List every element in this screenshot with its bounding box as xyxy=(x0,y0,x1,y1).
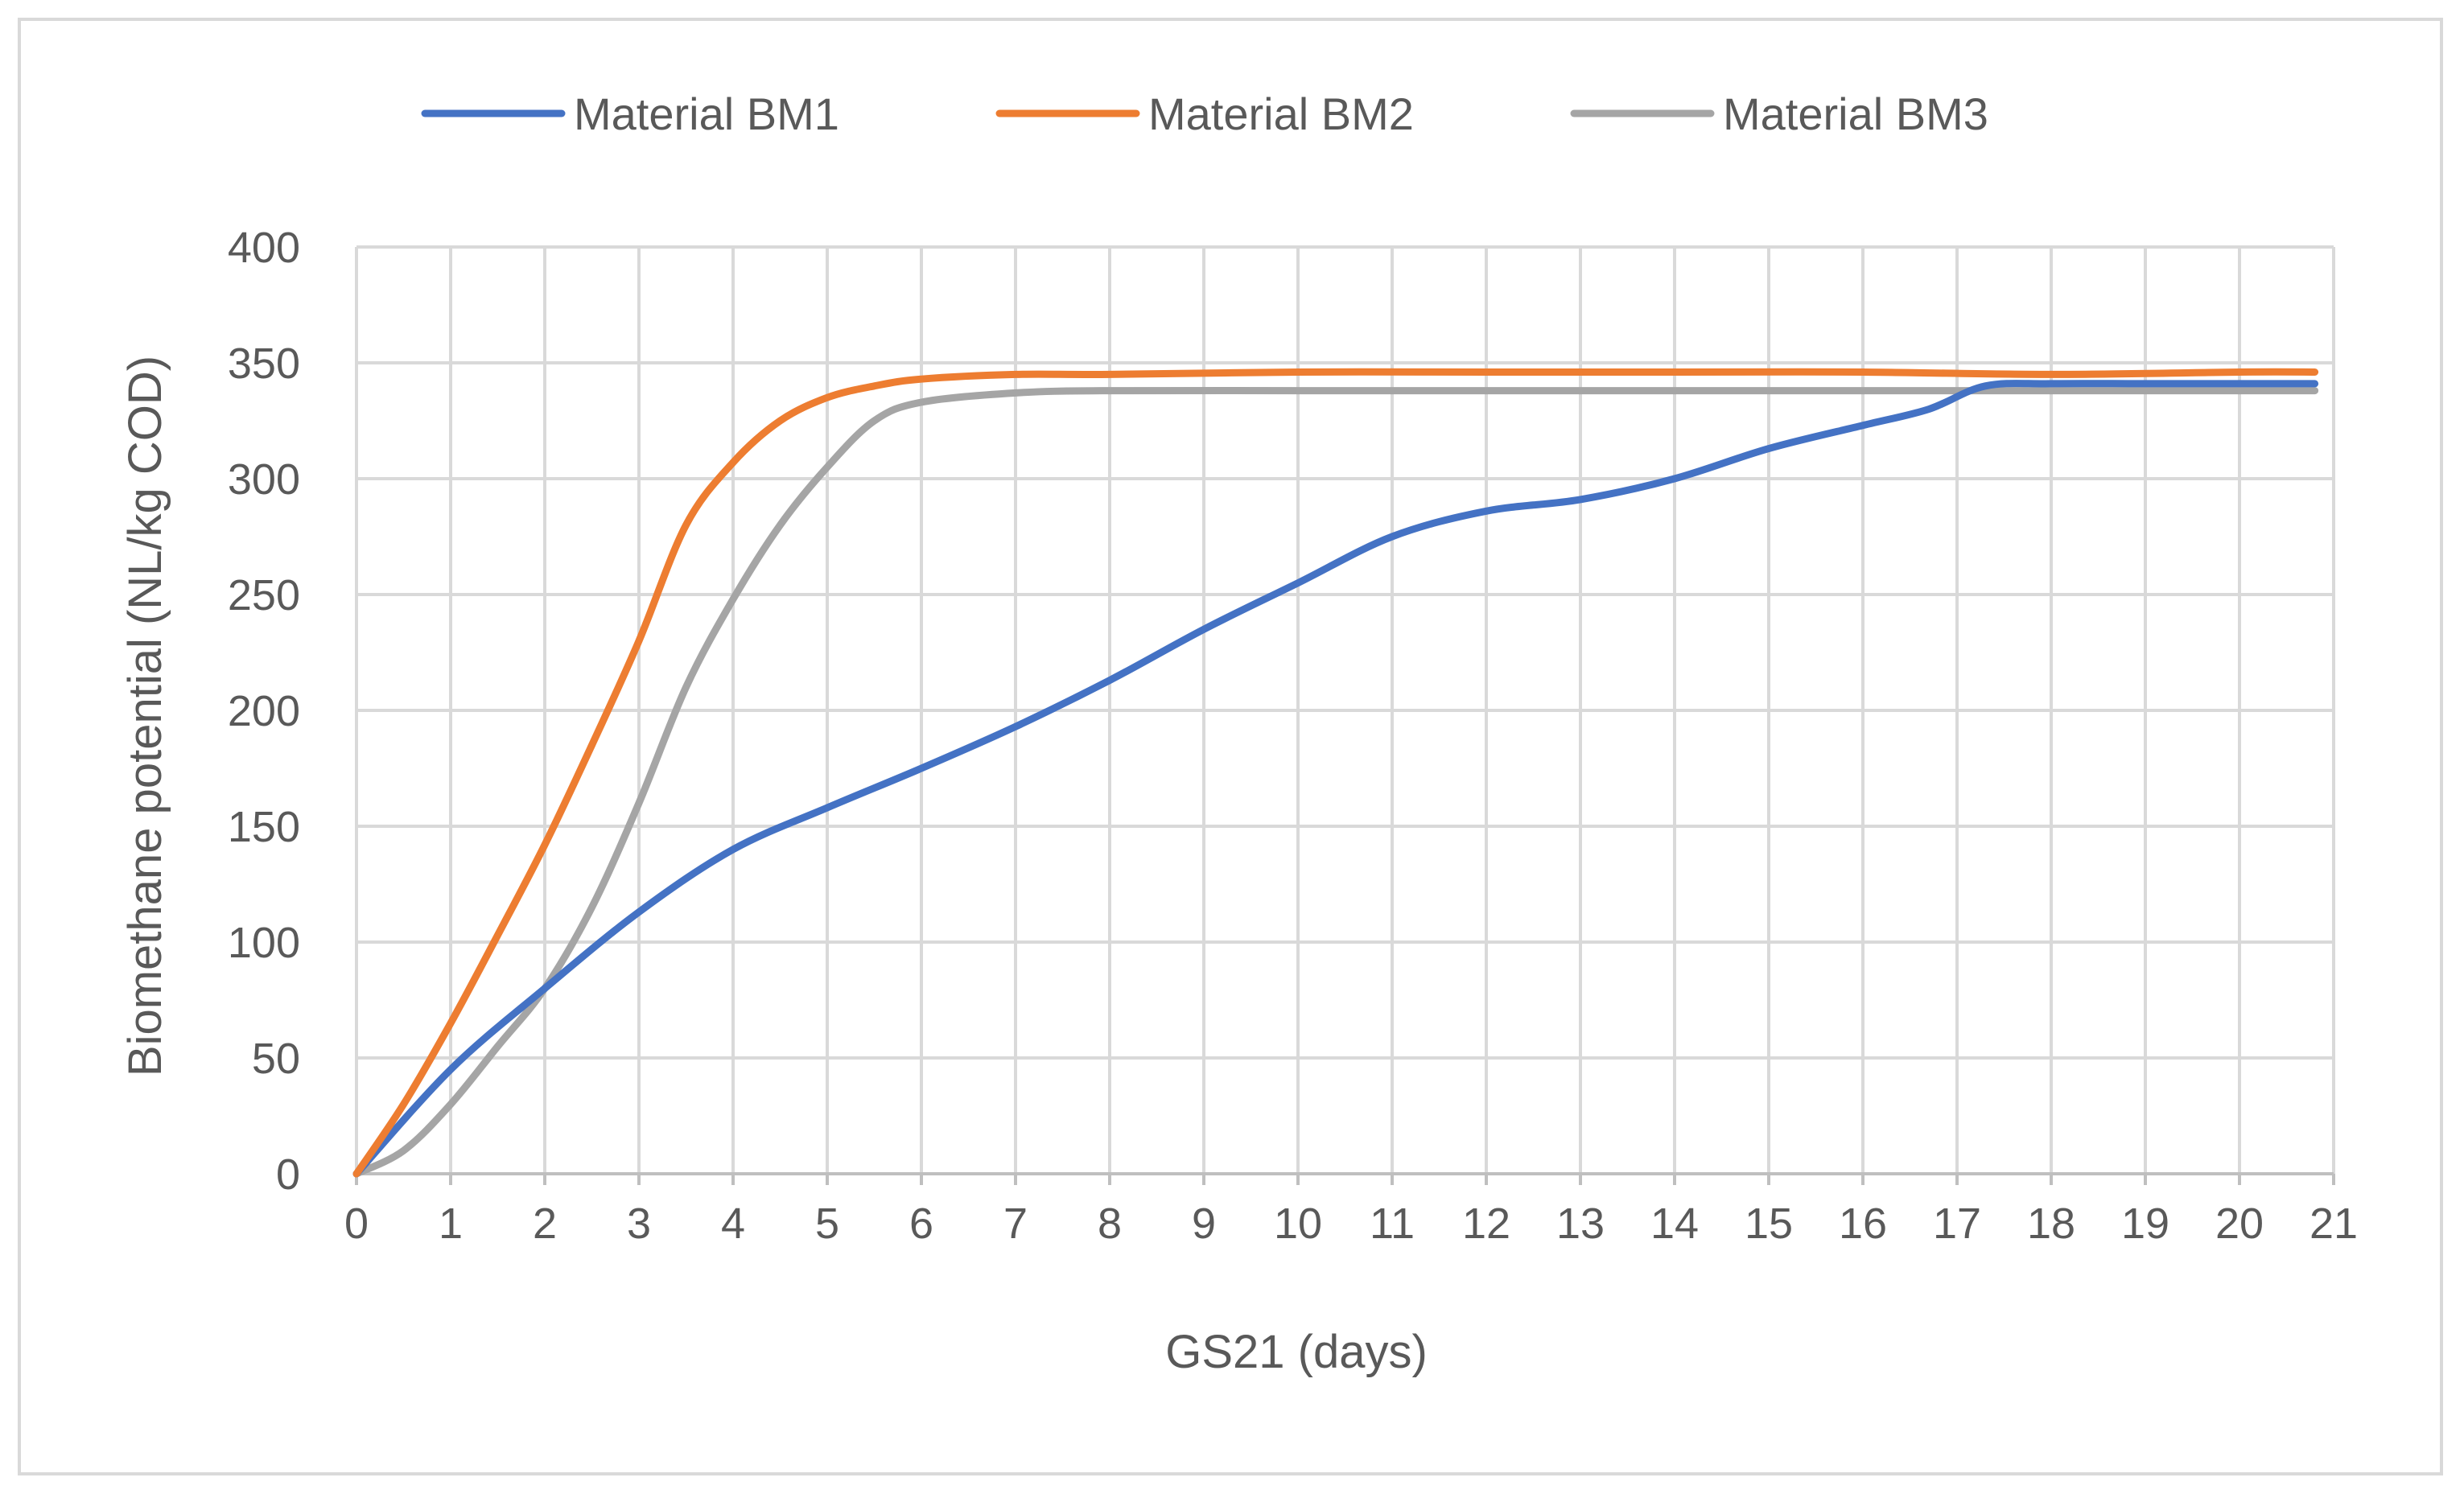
series-line-material-bm1 xyxy=(352,380,2319,1178)
x-tick-label: 16 xyxy=(1839,1200,1887,1248)
series-lines xyxy=(352,368,2319,1178)
x-tick-label: 14 xyxy=(1650,1200,1699,1248)
tick-labels: 0 1 2 3 4 5 6 7 8 9 10 11 12 13 14 15 16 17 18 19 20 21050100… xyxy=(228,224,2358,1248)
x-tick-label: 20 xyxy=(2215,1200,2264,1248)
x-tick-label: 8 xyxy=(1098,1200,1122,1248)
x-tick-label: 12 xyxy=(1462,1200,1510,1248)
x-axis-title: GS21 (days) xyxy=(1165,1326,1428,1378)
x-tick-label: 17 xyxy=(1933,1200,1981,1248)
axes xyxy=(355,1172,2335,1185)
x-tick-label: 9 xyxy=(1192,1200,1216,1248)
x-tick-label: 15 xyxy=(1745,1200,1793,1248)
x-tick-label: 19 xyxy=(2121,1200,2169,1248)
y-axis-title: Biomethane potential (NL/kg COD) xyxy=(119,356,171,1076)
x-tick-label: 10 xyxy=(1274,1200,1322,1248)
x-tick-label: 1 xyxy=(439,1200,463,1248)
y-tick-label: 200 xyxy=(228,687,300,735)
x-tick-label: 13 xyxy=(1556,1200,1605,1248)
x-tick-label: 0 xyxy=(344,1200,369,1248)
gridlines xyxy=(355,245,2335,1174)
y-tick-label: 400 xyxy=(228,224,300,272)
x-tick-label: 6 xyxy=(909,1200,933,1248)
legend-label-material-bm3: Material BM3 xyxy=(1723,88,1988,139)
x-tick-label: 18 xyxy=(2027,1200,2075,1248)
y-tick-label: 250 xyxy=(228,571,300,619)
series-line-material-bm2 xyxy=(352,368,2319,1178)
chart-frame xyxy=(18,18,2443,1475)
legend-label-material-bm1: Material BM1 xyxy=(574,88,839,139)
y-tick-label: 100 xyxy=(228,919,300,967)
y-tick-label: 350 xyxy=(228,340,300,388)
series-line-material-bm3 xyxy=(352,386,2319,1178)
x-tick-label: 2 xyxy=(533,1200,557,1248)
x-tick-label: 21 xyxy=(2309,1200,2358,1248)
x-tick-label: 5 xyxy=(815,1200,839,1248)
y-tick-label: 300 xyxy=(228,455,300,504)
legend: Material BM1 Material BM2 Material BM3 xyxy=(421,88,1988,139)
y-tick-label: 50 xyxy=(252,1035,300,1083)
x-tick-label: 11 xyxy=(1370,1200,1415,1248)
x-tick-label: 7 xyxy=(1003,1200,1028,1248)
legend-label-material-bm2: Material BM2 xyxy=(1148,88,1414,139)
x-tick-label: 3 xyxy=(627,1200,651,1248)
x-tick-label: 4 xyxy=(721,1200,745,1248)
y-tick-label: 150 xyxy=(228,803,300,851)
y-tick-label: 0 xyxy=(276,1150,300,1199)
